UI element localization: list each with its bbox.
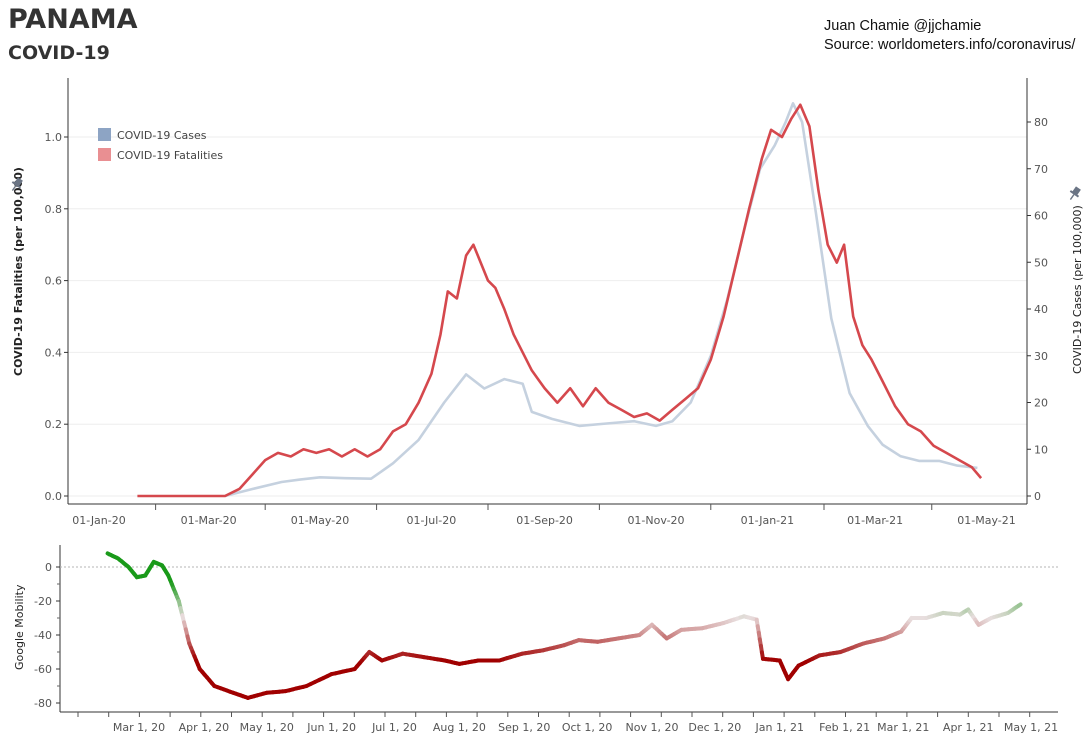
- cases-fatalities-chart: 0.0 0.2 0.4 0.6 0.8 1.0 0 10 20 30 40 50 60 70 80 01-Ja…: [8, 78, 1084, 527]
- pin-icon-left[interactable]: [8, 176, 24, 193]
- y-tick-label: 0.0: [45, 490, 63, 503]
- chart-subtitle: COVID-19: [8, 42, 110, 64]
- top-gridlines: [68, 136, 1027, 497]
- x-tick-label: 01-Nov-20: [627, 514, 684, 527]
- mobility-x-tick-label: Sep 1, 20: [498, 721, 550, 734]
- mobility-x-tick-label: Apr 1, 20: [179, 721, 230, 734]
- google-mobility-chart: 0 -20 -40 -60 -80 Mar 1, 20 Apr 1, 20 May 1, 20…: [13, 545, 1058, 734]
- mobility-x-tick-label: Jul 1, 20: [371, 721, 417, 734]
- mobility-line-segment: [1016, 602, 1023, 608]
- mobility-x-tick-label: Mar 1, 20: [113, 721, 165, 734]
- series-line-fatalities: [137, 103, 983, 498]
- credit-source: Source: worldometers.info/coronavirus/: [824, 37, 1076, 53]
- mobility-tick-labels: 0 -20 -40 -60 -80 Mar 1, 20 Apr 1, 20 May 1, 20…: [34, 561, 1058, 734]
- y-tick-label: 0.8: [45, 203, 63, 216]
- y2-axis-title-cases: COVID-19 Cases (per 100,000): [1071, 205, 1084, 374]
- chart-title: PANAMA: [8, 4, 138, 35]
- mobility-series: [105, 551, 1023, 700]
- legend-swatch-cases: [98, 128, 111, 141]
- x-tick-label: 01-May-20: [291, 514, 349, 527]
- y2-tick-label: 20: [1034, 397, 1048, 410]
- y-tick-label: 0.4: [45, 346, 63, 359]
- legend-label-fatalities: COVID-19 Fatalities: [117, 149, 223, 162]
- x-tick-label: 01-Mar-20: [181, 514, 237, 527]
- x-tick-label: 01-May-21: [957, 514, 1015, 527]
- y2-tick-label: 0: [1034, 490, 1041, 503]
- y2-tick-label: 40: [1034, 303, 1048, 316]
- top-axes: [64, 78, 1031, 510]
- y2-tick-label: 80: [1034, 116, 1048, 129]
- mobility-x-tick-label: Nov 1, 20: [626, 721, 679, 734]
- mobility-x-tick-label: Mar 1, 21: [877, 721, 929, 734]
- mobility-y-tick-label: -40: [34, 629, 52, 642]
- y-tick-label: 0.2: [45, 418, 63, 431]
- mobility-y-tick-label: 0: [45, 561, 52, 574]
- credit-block: Juan Chamie @jjchamie Source: worldomete…: [824, 17, 1075, 55]
- pin-base: [1069, 190, 1080, 198]
- pin-icon-right[interactable]: [1066, 185, 1082, 202]
- legend[interactable]: COVID-19 Cases COVID-19 Fatalities: [98, 128, 223, 162]
- x-tick-label: 01-Sep-20: [516, 514, 573, 527]
- pin-base: [11, 181, 22, 189]
- legend-label-cases: COVID-19 Cases: [117, 129, 207, 142]
- y2-tick-label: 70: [1034, 163, 1048, 176]
- pin-needle: [1069, 194, 1075, 200]
- credit-author: Juan Chamie @jjchamie: [824, 18, 982, 34]
- y-tick-label: 1.0: [45, 131, 63, 144]
- x-tick-label: 01-Jan-20: [72, 514, 126, 527]
- legend-swatch-fatalities: [98, 148, 111, 161]
- mobility-x-tick-label: Dec 1, 20: [688, 721, 741, 734]
- mobility-x-tick-label: Aug 1, 20: [433, 721, 486, 734]
- top-series: [137, 102, 983, 498]
- mobility-axes: [56, 545, 1058, 717]
- y-tick-label: 0.6: [45, 275, 63, 288]
- y2-tick-label: 50: [1034, 256, 1048, 269]
- mobility-x-tick-label: Jun 1, 20: [306, 721, 356, 734]
- mobility-y-tick-label: -20: [34, 595, 52, 608]
- mobility-x-tick-label: May 1, 20: [240, 721, 294, 734]
- x-tick-label: 01-Jul-20: [406, 514, 456, 527]
- x-tick-label: 01-Jan-21: [741, 514, 795, 527]
- mobility-x-tick-label: May 1, 21: [1004, 721, 1058, 734]
- y2-tick-label: 10: [1034, 443, 1048, 456]
- mobility-y-tick-label: -80: [34, 697, 52, 710]
- y-axis-title-fatalities: COVID-19 Fatalities (per 100,000): [12, 167, 25, 376]
- series-line-cases: [224, 102, 978, 498]
- x-tick-label: 01-Mar-21: [847, 514, 903, 527]
- top-tick-labels: 0.0 0.2 0.4 0.6 0.8 1.0 0 10 20 30 40 50 60 70 80 01-Ja…: [45, 116, 1049, 527]
- y-axis-title-mobility: Google Mobility: [13, 584, 26, 670]
- mobility-x-tick-label: Apr 1, 21: [943, 721, 994, 734]
- mobility-x-tick-label: Feb 1, 21: [819, 721, 870, 734]
- mobility-x-tick-label: Jan 1, 21: [755, 721, 804, 734]
- y2-tick-label: 30: [1034, 350, 1048, 363]
- pin-needle: [11, 185, 17, 191]
- y2-tick-label: 60: [1034, 210, 1048, 223]
- mobility-x-tick-label: Oct 1, 20: [562, 721, 613, 734]
- mobility-y-tick-label: -60: [34, 663, 52, 676]
